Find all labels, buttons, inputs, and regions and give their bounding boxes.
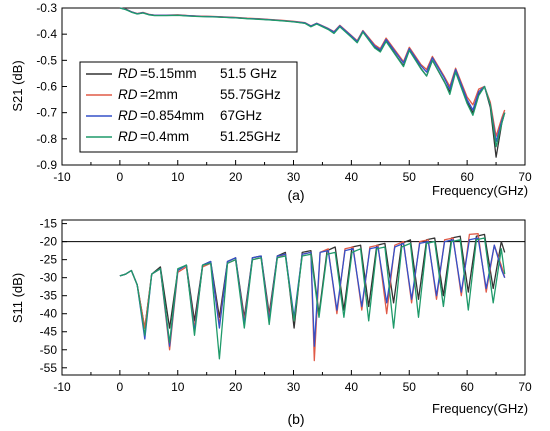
panel-a-s21: -10 0 10 20 30 40 50 60 70 -0.9 -0.8 -0.7 -0.6 -0.5 -0… [10,1,532,203]
x-tick-label: 60 [460,170,474,184]
legend-box [79,61,298,153]
y-axis-title-a: S21 (dB) [10,60,25,111]
x-tick-label: 30 [287,380,301,394]
x-tick-label: 30 [287,170,301,184]
x-tick-label: 10 [171,380,185,394]
y-tick-label: -50 [40,343,58,357]
y-tick-label: -20 [40,235,58,249]
x-tick-label: 70 [518,380,532,394]
series-group-a [119,7,506,158]
panel-label-b: (b) [287,411,304,427]
x-tick-label: 20 [229,170,243,184]
series-group-b [119,233,506,362]
y-tick-label: -40 [40,307,58,321]
y-tick-label: -0.8 [36,132,57,146]
legend-rd-value: =2mm [140,87,178,102]
series-line-b-4 [119,237,506,360]
y-tick-label: -30 [40,271,58,285]
x-tick-label: -10 [53,170,71,184]
x-axis-title-a: Frequency(GHz) [432,183,528,198]
x-tick-label: 50 [403,170,417,184]
y-tick-label: -0.4 [36,27,57,41]
x-tick-label: 40 [345,170,359,184]
x-axis-title-b: Frequency(GHz) [432,401,528,416]
y-tick-label: -0.6 [36,80,57,94]
x-tick-label: 10 [171,170,185,184]
panel-b-s11: -10 0 10 20 30 40 50 60 70 -55 -50 -45 -40 -35 -30 -25 -… [10,217,532,427]
legend-frequency: 51.5 GHz [220,66,277,81]
series-line-b-3 [119,237,506,347]
axis-ticks-a: -10 0 10 20 30 40 50 60 70 -0.9 -0.8 -0.7 -0.6 -0.5 -0… [36,1,532,184]
y-tick-label: -35 [40,289,58,303]
y-tick-label: -0.9 [36,158,57,172]
legend-frequency: 55.75GHz [220,87,281,102]
y-tick-label: -45 [40,325,58,339]
x-tick-label: 50 [403,380,417,394]
y-tick-label: -15 [40,217,58,231]
plot-frame-b [61,219,526,376]
x-tick-label: 20 [229,380,243,394]
legend-rd-label: RD [118,108,138,123]
series-line-a-4 [119,7,506,148]
x-tick-label: 70 [518,170,532,184]
y-tick-label: -0.3 [36,1,57,15]
legend-rd-value: =5.15mm [140,66,197,81]
legend-rd-value: =0.854mm [140,108,204,123]
legend-rd-label: RD [118,129,138,144]
x-tick-label: 0 [117,380,124,394]
legend-rd-label: RD [118,66,138,81]
y-tick-label: -25 [40,253,58,267]
y-tick-label: -0.5 [36,53,57,67]
y-tick-label: -0.7 [36,106,57,120]
legend-frequency: 51.25GHz [220,129,281,144]
x-tick-label: -10 [53,380,71,394]
x-tick-label: 40 [345,380,359,394]
y-tick-label: -55 [40,361,58,375]
axis-ticks-b: -10 0 10 20 30 40 50 60 70 -55 -50 -45 -40 -35 -30 -25 -… [40,217,532,394]
legend-frequency: 67GHz [220,108,262,123]
y-axis-title-b: S11 (dB) [10,273,25,323]
panel-label-a: (a) [287,187,304,203]
legend-rd-value: =0.4mm [140,129,189,144]
x-tick-label: 60 [460,380,474,394]
x-tick-label: 0 [117,170,124,184]
legend-rd-label: RD [118,87,138,102]
